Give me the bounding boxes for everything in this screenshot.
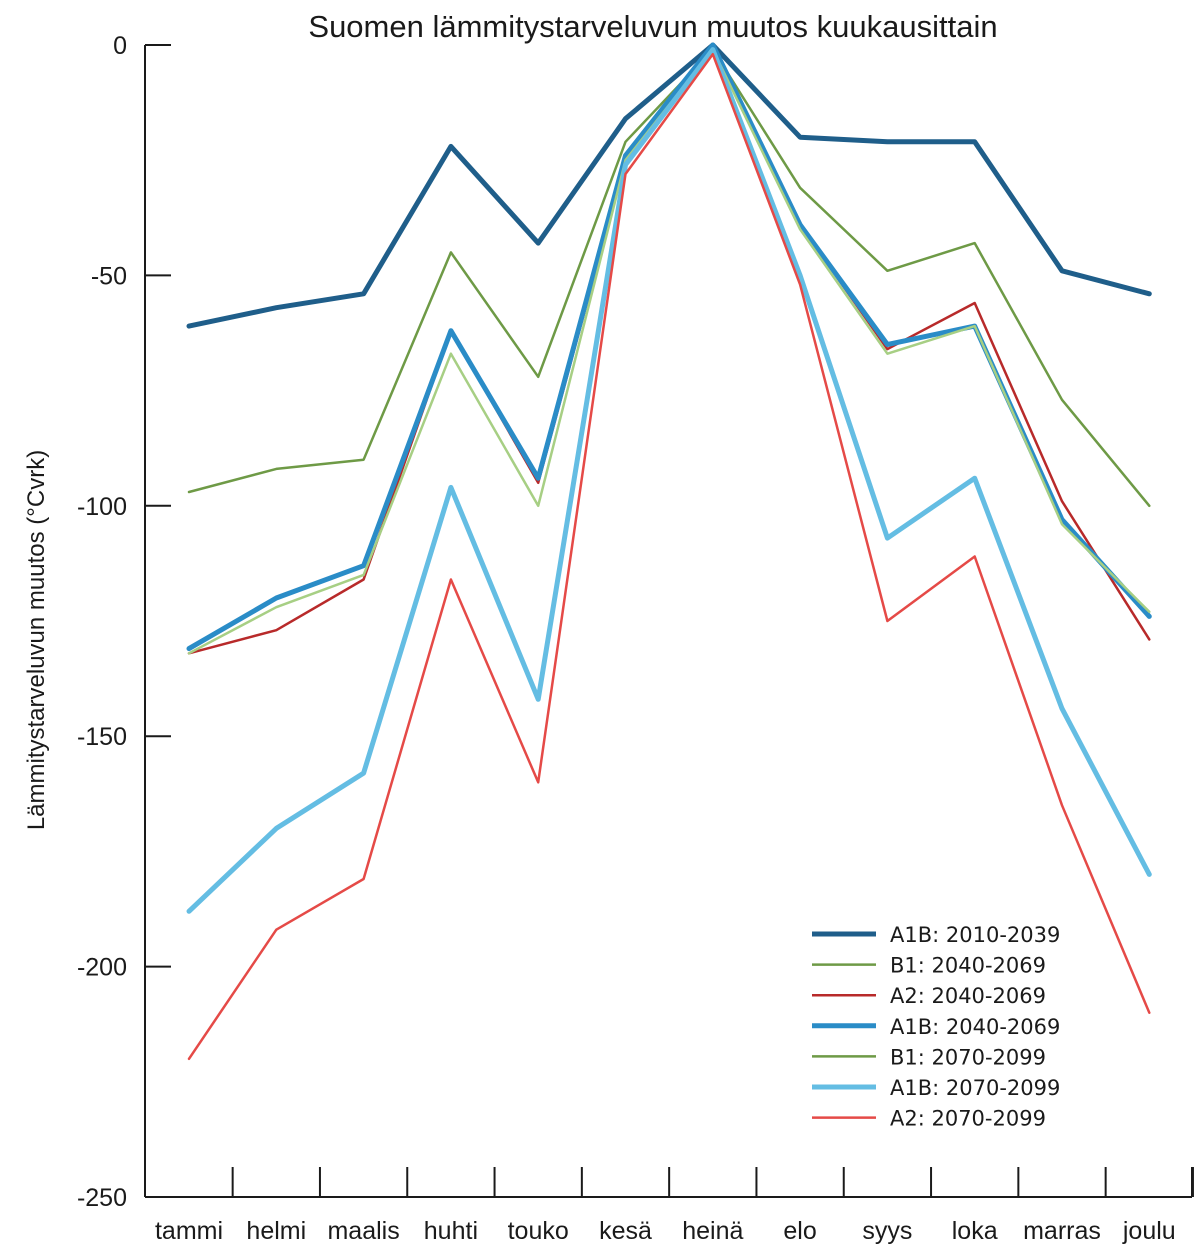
y-tick-label: -150: [77, 723, 127, 751]
y-tick-label: -200: [77, 954, 127, 982]
x-tick-label: syys: [862, 1217, 912, 1245]
y-tick-label: -50: [91, 262, 127, 290]
x-tick-label: huhti: [424, 1217, 478, 1245]
x-tick-label: tammi: [155, 1217, 223, 1245]
x-tick-label: touko: [508, 1217, 569, 1245]
y-tick-label: 0: [113, 32, 127, 60]
x-tick-label: marras: [1023, 1217, 1101, 1245]
axes: 0 -50 -100 -150 -200 -250 tammi helmi maalis huht…: [77, 32, 1194, 1245]
series-line: [186, 42, 1152, 329]
legend-label: A1B: 2010-2039: [890, 923, 1060, 947]
x-tick-label: helmi: [246, 1217, 306, 1245]
legend-label: A2: 2070-2099: [890, 1107, 1046, 1131]
legend: A1B: 2010-2039 B1: 2040-2069 A2: 2040-2069…: [812, 923, 1060, 1131]
x-tick-label: elo: [783, 1217, 816, 1245]
x-tick-label: kesä: [599, 1217, 652, 1245]
x-tick-label: loka: [952, 1217, 998, 1245]
series-line: [187, 52, 1151, 1061]
series-line: [187, 48, 1151, 508]
x-tick-label: joulu: [1122, 1217, 1176, 1245]
y-tick-label: -100: [77, 493, 127, 521]
chart-title: Suomen lämmitystarveluvun muutos kuukaus…: [308, 9, 997, 44]
y-tick-label: -250: [77, 1184, 127, 1212]
legend-label: A2: 2040-2069: [890, 984, 1046, 1008]
series-line: [186, 47, 1152, 914]
legend-label: B1: 2070-2099: [890, 1045, 1046, 1069]
x-tick-label: maalis: [327, 1217, 399, 1245]
legend-label: B1: 2040-2069: [890, 954, 1046, 978]
series-group: [186, 42, 1152, 1061]
y-axis-label: Lämmitystarveluvun muutos (°Cvrk): [23, 450, 50, 830]
x-tick-label: heinä: [682, 1217, 743, 1245]
legend-label: A1B: 2040-2069: [890, 1015, 1060, 1039]
legend-label: A1B: 2070-2099: [890, 1076, 1060, 1100]
